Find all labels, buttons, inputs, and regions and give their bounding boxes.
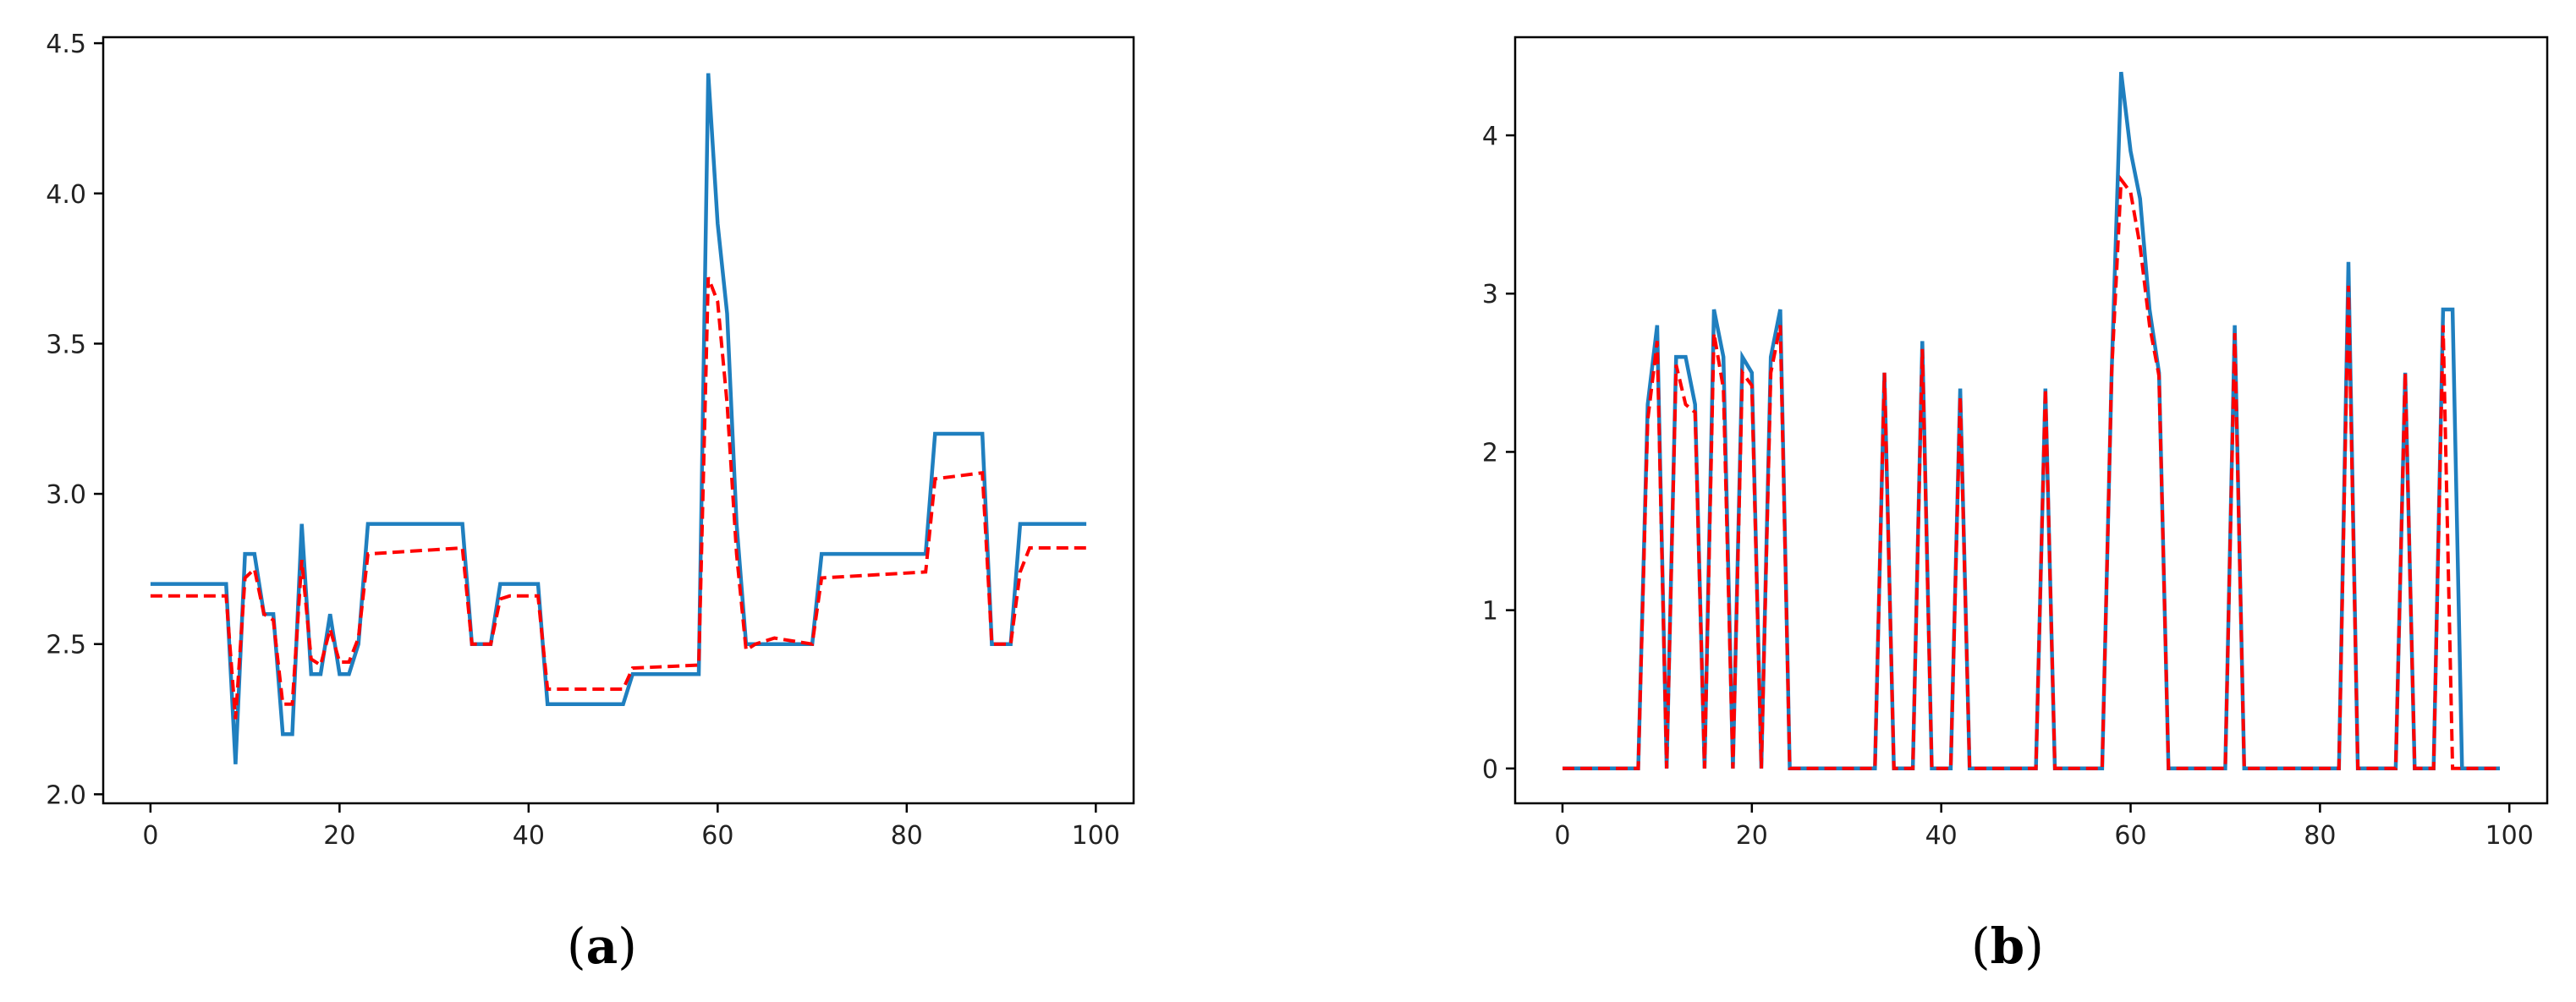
panel-a-series-solid-line <box>150 73 1087 764</box>
panel-b-y-tick-label: 3 <box>1482 280 1498 309</box>
panel-a-x-tick-label: 20 <box>323 821 355 851</box>
panel-a-series-dashed-line <box>150 277 1087 720</box>
panel-b-y-tick-label: 1 <box>1482 597 1498 627</box>
caption-b-close: ) <box>2024 917 2044 975</box>
panel-a-x-tick-label: 80 <box>891 821 923 851</box>
panel-b-y-tick-label: 2 <box>1482 438 1498 468</box>
panel-b-x-tick-label: 80 <box>2304 821 2336 851</box>
panel-b-x-tick-label: 20 <box>1736 821 1768 851</box>
panel-a-x-tick-label: 0 <box>142 821 158 851</box>
panel-a-y-tick-label: 2.0 <box>46 780 86 810</box>
panel-b-x-tick-label: 60 <box>2114 821 2146 851</box>
caption-a: (a) <box>567 917 637 975</box>
panel-a-y-tick-label: 2.5 <box>46 631 86 660</box>
panel-a-y-tick-label: 3.0 <box>46 480 86 510</box>
caption-b-letter: b <box>1990 917 2025 975</box>
panel-a-y-tick-label: 3.5 <box>46 330 86 359</box>
panel-b-axes-frame <box>1513 36 2549 805</box>
panel-a-y-tick-label: 4.0 <box>46 180 86 210</box>
caption-a-letter: a <box>585 917 618 975</box>
panel-b-y-tick-label: 0 <box>1482 755 1498 785</box>
panel-a-axes-frame <box>102 36 1135 805</box>
panel-b-series-dashed-line <box>1563 174 2500 770</box>
panel-b-y-tick-label: 4 <box>1482 122 1498 151</box>
panel-a-y-tick-label: 4.5 <box>46 30 86 59</box>
panel-a-x-tick-label: 100 <box>1072 821 1120 851</box>
panel-b-chart: 0 20 40 60 80 100 0 1 2 3 4 <box>1482 36 2549 851</box>
caption-b: (b) <box>1971 917 2044 975</box>
panel-b-x-tick-label: 40 <box>1925 821 1958 851</box>
panel-b-x-tick-label: 100 <box>2485 821 2534 851</box>
panel-a-chart: 0 20 40 60 80 100 2.0 2.5 3.0 3.5 4.0 4.5 <box>46 30 1135 851</box>
panel-a-x-tick-label: 40 <box>513 821 545 851</box>
panel-a-x-tick-label: 60 <box>701 821 733 851</box>
caption-a-close: ) <box>618 917 637 975</box>
caption-a-open: ( <box>567 917 586 975</box>
caption-b-open: ( <box>1971 917 1991 975</box>
panel-b-x-tick-label: 0 <box>1554 821 1570 851</box>
